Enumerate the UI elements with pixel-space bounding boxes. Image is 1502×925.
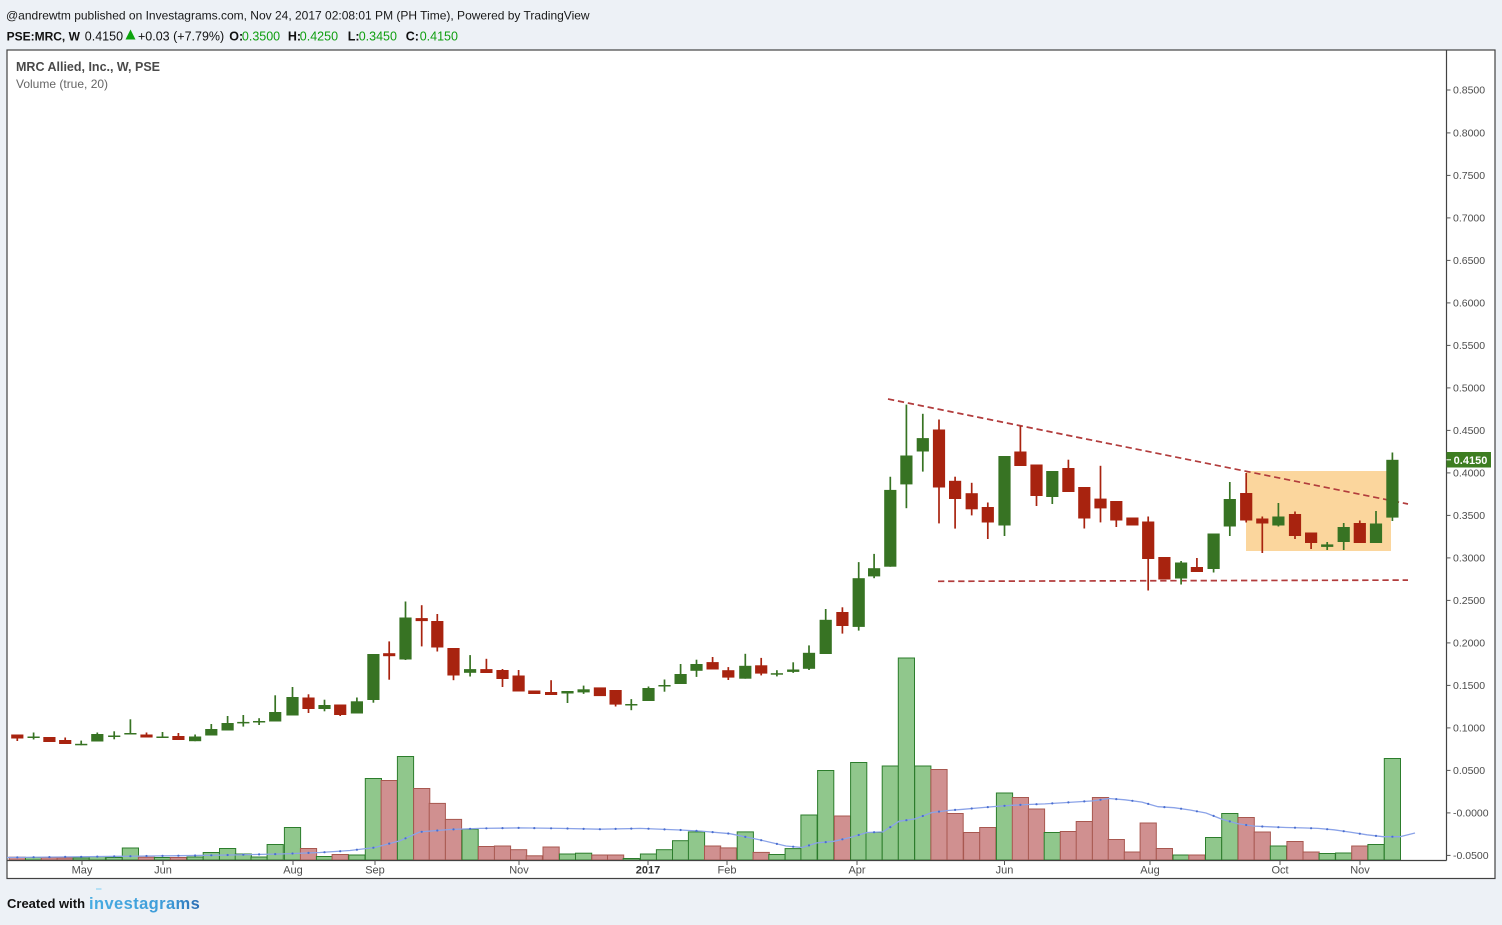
- svg-text:investagrams: investagrams: [89, 895, 200, 913]
- svg-text:Feb: Feb: [718, 865, 737, 877]
- svg-text:-0.0500: -0.0500: [1453, 850, 1489, 862]
- svg-text:0.3500: 0.3500: [1453, 510, 1485, 522]
- svg-text:0.3000: 0.3000: [1453, 553, 1485, 565]
- svg-text:0.2000: 0.2000: [1453, 638, 1485, 650]
- svg-text:0.1500: 0.1500: [1453, 680, 1485, 692]
- svg-text:PSE:MRC, W0.4150+0.03 (+7.79%): PSE:MRC, W 0.4150 +0.03 (+7.79%) O:0.3500 H:…: [7, 30, 458, 44]
- svg-text:0.8000: 0.8000: [1453, 128, 1485, 140]
- svg-text:Nov: Nov: [1350, 865, 1370, 877]
- svg-text:-0.0000: -0.0000: [1453, 808, 1489, 820]
- svg-text:Volume (true, 20): Volume (true, 20): [16, 77, 108, 91]
- svg-text:Jun: Jun: [996, 865, 1014, 877]
- svg-text:0.7000: 0.7000: [1453, 213, 1485, 225]
- svg-text:@andrewtm published on Investa: @andrewtm published on Investagrams.com,…: [6, 9, 590, 23]
- svg-text:May: May: [72, 865, 93, 877]
- svg-text:0.8500: 0.8500: [1453, 85, 1485, 97]
- svg-text:0.5500: 0.5500: [1453, 340, 1485, 352]
- svg-text:0.2500: 0.2500: [1453, 595, 1485, 607]
- svg-text:0.4000: 0.4000: [1453, 468, 1485, 480]
- svg-text:Aug: Aug: [283, 865, 303, 877]
- svg-text:Created with: Created with: [7, 896, 85, 911]
- svg-text:2017: 2017: [636, 865, 660, 877]
- svg-text:0.4500: 0.4500: [1453, 425, 1485, 437]
- svg-text:0.0500: 0.0500: [1453, 765, 1485, 777]
- svg-text:Jun: Jun: [154, 865, 172, 877]
- svg-text:0.4150: 0.4150: [1454, 455, 1488, 467]
- svg-text:0.6000: 0.6000: [1453, 298, 1485, 310]
- svg-text:0.5000: 0.5000: [1453, 383, 1485, 395]
- svg-text:0.7500: 0.7500: [1453, 170, 1485, 182]
- svg-text:Oct: Oct: [1271, 865, 1288, 877]
- svg-text:Apr: Apr: [848, 865, 865, 877]
- svg-text:0.6500: 0.6500: [1453, 255, 1485, 267]
- svg-text:Sep: Sep: [365, 865, 385, 877]
- svg-text:MRC Allied, Inc., W, PSE: MRC Allied, Inc., W, PSE: [16, 60, 160, 74]
- svg-text:0.1000: 0.1000: [1453, 723, 1485, 735]
- svg-text:Aug: Aug: [1140, 865, 1160, 877]
- svg-text:Nov: Nov: [509, 865, 529, 877]
